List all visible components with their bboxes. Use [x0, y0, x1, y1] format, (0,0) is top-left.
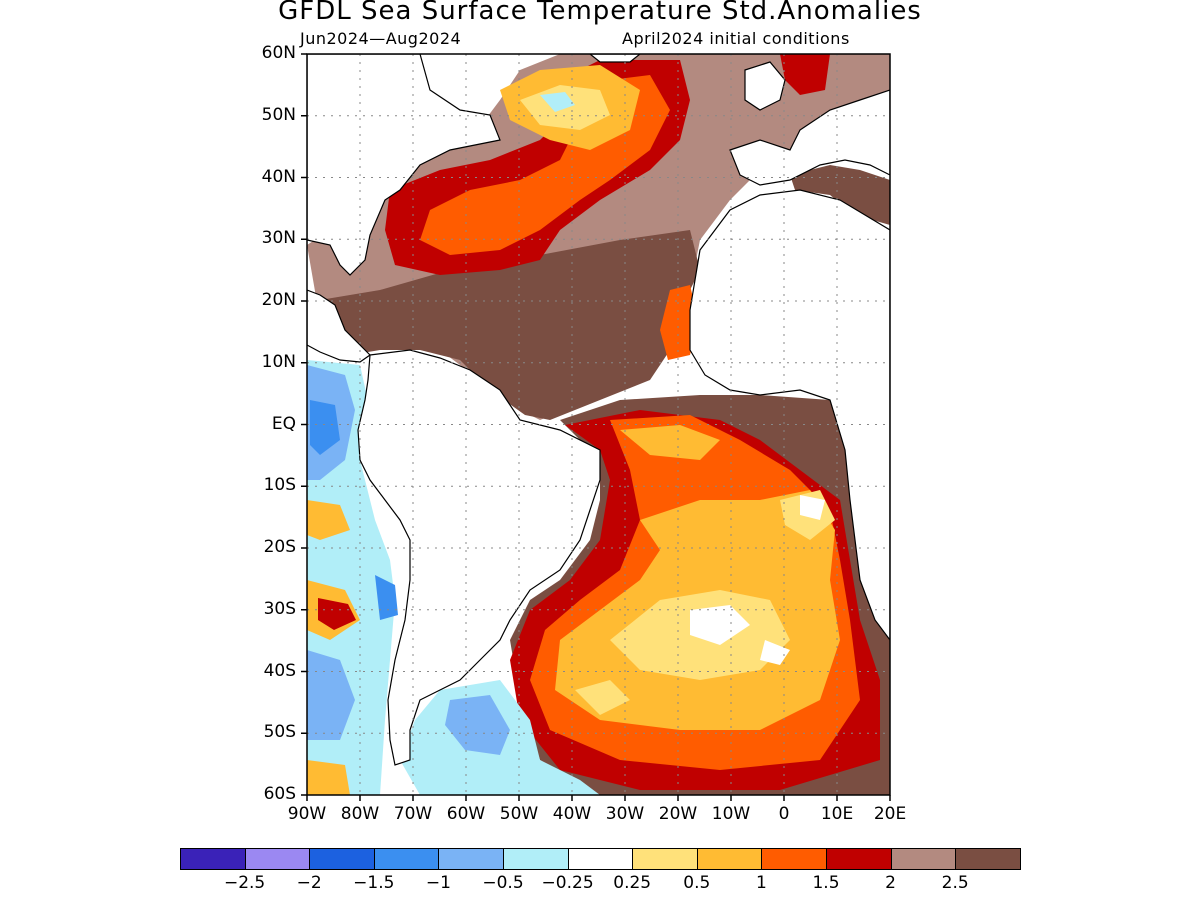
- longitude-tick-label: 10W: [711, 804, 751, 824]
- longitude-tick-label: 20E: [873, 804, 907, 824]
- latitude-tick-label: 20N: [261, 290, 296, 310]
- anomaly-field: [307, 54, 890, 795]
- europe-landmass: [729, 89, 890, 186]
- north-america-landmass: [307, 54, 501, 276]
- longitude-tick-label: 20W: [658, 804, 698, 824]
- latitude-tick-label: 40N: [261, 166, 296, 187]
- colorbar-swatch: [438, 848, 504, 870]
- latitude-tick-label: 60N: [261, 43, 296, 63]
- colorbar-label: −1: [425, 873, 451, 893]
- eastern-pacific-blue-region: [307, 365, 355, 740]
- longitude-tick-label: 0: [778, 804, 790, 824]
- eastern-pacific-warm-patches: [307, 500, 360, 795]
- latitude-tick-label: 30S: [263, 598, 296, 619]
- latitude-tick-label: EQ: [271, 413, 296, 434]
- colorbar-swatch: [826, 848, 892, 870]
- colorbar-swatch: [373, 848, 440, 870]
- nw-europe-red-patch: [780, 54, 830, 95]
- colorbar-swatch: [180, 848, 246, 870]
- initial-conditions-label: April2024 initial conditions: [622, 29, 850, 48]
- latitude-tick-label: 50S: [263, 722, 296, 743]
- tropical-atlantic-dark-region: [320, 230, 700, 420]
- eastern-pacific-deep-blue-region: [310, 400, 398, 620]
- colorbar-swatch: [632, 848, 698, 870]
- colorbar-label: −0.25: [541, 873, 594, 893]
- latitude-tick-label: 10N: [261, 351, 296, 372]
- colorbar-swatch: [244, 848, 311, 870]
- longitude-tick-label: 60W: [446, 804, 486, 824]
- latitude-tick-label: 40S: [263, 660, 296, 681]
- eastern-pacific-red-patch: [318, 598, 356, 630]
- southern-ocean-blue-patch: [445, 695, 510, 755]
- mediterranean-brown-patch: [790, 165, 890, 225]
- colorbar-swatch: [890, 848, 957, 870]
- south-atlantic-white-patches: [690, 495, 825, 665]
- longitude-tick-label: 40W: [552, 804, 592, 824]
- latitude-tick-label: 60S: [263, 784, 296, 804]
- graticule: [307, 54, 890, 795]
- greenland-edge-landmass: [589, 54, 641, 63]
- colorbar-swatch: [696, 848, 763, 870]
- colorbar-label: −1.5: [353, 873, 395, 893]
- colorbar-label: 1.5: [812, 873, 840, 893]
- colorbar-swatch: [955, 848, 1021, 870]
- colorbar-label: 1: [755, 873, 767, 893]
- colorbar-label: 2: [885, 873, 897, 893]
- labrador-cool-patch: [540, 92, 575, 112]
- axis-ticks: [301, 53, 891, 801]
- colorbar-label: −2.5: [223, 873, 266, 893]
- colorbar-label: 0.5: [683, 873, 711, 893]
- colorbar-label: −0.5: [482, 873, 524, 893]
- south-america-landmass: [357, 349, 601, 766]
- longitude-tick-label: 50W: [499, 804, 539, 824]
- longitude-tick-label: 80W: [340, 804, 380, 824]
- colorbar-label: 2.5: [941, 873, 969, 893]
- chart-title: GFDL Sea Surface Temperature Std.Anomali…: [278, 0, 922, 26]
- colorbar-swatch: [503, 848, 569, 870]
- longitude-tick-label: 10E: [820, 804, 854, 824]
- colorbar-swatch: [309, 848, 375, 870]
- west-africa-warm-strip: [660, 285, 698, 360]
- latitude-tick-label: 10S: [263, 475, 296, 496]
- longitude-tick-label: 90W: [287, 804, 327, 824]
- colorbar-swatch: [761, 848, 827, 870]
- british-isles-landmass: [744, 61, 786, 111]
- latitude-tick-label: 30N: [261, 228, 296, 249]
- latitude-tick-label: 50N: [261, 104, 296, 125]
- colorbar-swatch: [567, 848, 634, 870]
- colorbar-label: 0.25: [613, 873, 652, 893]
- africa-landmass: [689, 189, 890, 641]
- forecast-period-label: Jun2024—Aug2024: [300, 29, 462, 48]
- colorbar-label: −2: [296, 873, 322, 893]
- longitude-tick-label: 70W: [393, 804, 433, 824]
- longitude-tick-label: 30W: [605, 804, 645, 824]
- latitude-tick-label: 20S: [263, 537, 296, 557]
